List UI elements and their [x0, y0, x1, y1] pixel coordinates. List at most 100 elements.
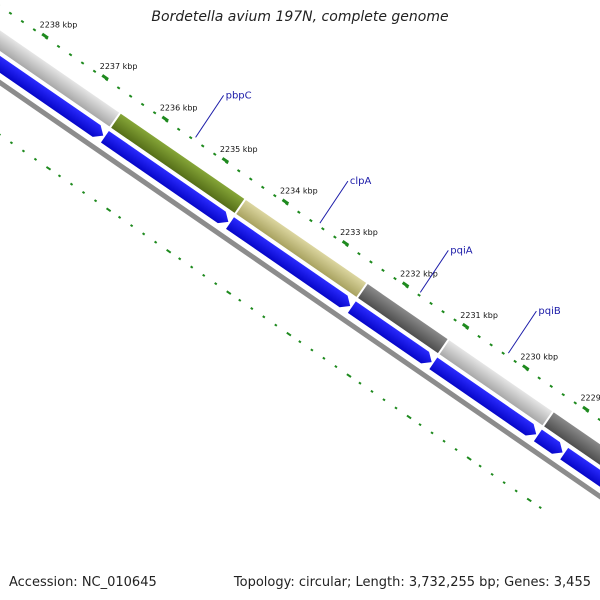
ruler-dot: [418, 423, 422, 427]
ruler-dot: [236, 169, 241, 173]
gene-label-pqiB: pqiB: [538, 306, 560, 317]
cds-arrow: [429, 357, 537, 436]
ruler-dot: [117, 215, 122, 219]
ruler-dot: [310, 348, 314, 352]
ruler-dot: [152, 111, 157, 115]
ruler-dot: [453, 318, 457, 322]
ruler-dot: [369, 260, 373, 264]
cds-arrow: [560, 447, 600, 500]
tick-mark: [101, 74, 109, 81]
ruler-dot: [358, 381, 362, 385]
accession-text: Accession: NC_010645: [9, 575, 157, 590]
gene-segment-pqiA: [358, 284, 448, 354]
ruler-dot: [260, 185, 265, 190]
ruler-dot: [286, 331, 292, 337]
gene-segment-pqiB: [439, 340, 553, 426]
ruler-dot: [178, 257, 182, 261]
ruler-dot: [273, 193, 277, 198]
tick-label: 2237 kbp: [100, 62, 138, 71]
ruler-dot: [154, 240, 158, 244]
ruler-dot: [8, 11, 13, 15]
ruler-dot: [81, 190, 86, 195]
tick-label: 2231 kbp: [460, 311, 498, 320]
ruler-dot: [406, 414, 412, 420]
ruler-dot: [466, 456, 472, 461]
tick-mark: [221, 157, 230, 164]
gene-segment-pbpC: [111, 113, 245, 213]
tick-label: 2235 kbp: [220, 145, 258, 154]
gene-segment: [0, 0, 120, 127]
ruler-dot: [80, 61, 85, 65]
tick-mark: [582, 405, 590, 413]
gene-label-clpA: clpA: [350, 176, 372, 187]
ruler-dot: [514, 489, 518, 493]
ruler-dot: [238, 298, 242, 302]
tick-mark: [41, 32, 49, 40]
ruler-dot: [57, 174, 62, 178]
ruler-dot: [537, 376, 541, 380]
ruler-dot: [92, 69, 97, 73]
ruler-dot: [477, 334, 481, 339]
tick-mark: [461, 322, 470, 330]
ruler-dot: [322, 356, 326, 360]
tick-label: 2230 kbp: [520, 352, 558, 361]
ruler-dot: [200, 144, 205, 148]
tick-mark: [281, 198, 290, 205]
cds-arrow: [0, 3, 104, 137]
gene-label-pqiA: pqiA: [450, 245, 472, 256]
ruler-dot: [297, 210, 301, 214]
ruler-dot: [20, 19, 25, 24]
gene-label-pbpC: pbpC: [226, 90, 252, 101]
ruler-dot: [56, 44, 61, 49]
ruler-dot: [176, 127, 181, 132]
ruler-dot: [9, 141, 14, 145]
ruler-dot: [370, 389, 374, 393]
map-title: Bordetella avium 197N, complete genome: [151, 9, 449, 25]
ruler-dot: [597, 417, 600, 422]
ruler-dot: [429, 301, 433, 306]
gene-leader-line: [419, 250, 449, 293]
ruler-dot: [68, 53, 73, 57]
ruler-dot: [105, 207, 112, 213]
gene-segment: [544, 412, 600, 489]
ruler-dot: [140, 102, 145, 107]
ruler-dot: [489, 343, 493, 347]
ruler-dot: [202, 273, 206, 277]
ruler-dot: [214, 282, 218, 286]
ruler-dot: [130, 224, 134, 228]
cds-arrow: [347, 301, 432, 364]
tick-label: 2234 kbp: [280, 186, 318, 195]
ruler-dot: [490, 472, 494, 476]
ruler-dot: [381, 268, 385, 272]
tick-mark: [341, 239, 350, 247]
tick-label: 2229 kbp: [580, 394, 600, 403]
ruler-dot: [573, 401, 578, 405]
tick-label: 2233 kbp: [340, 228, 378, 237]
ruler-dot: [262, 315, 266, 319]
ruler-dot: [248, 177, 253, 181]
ruler-dot: [298, 340, 302, 344]
ruler-dot: [166, 248, 172, 254]
ruler-dot: [538, 505, 542, 510]
ruler-dot: [561, 392, 566, 397]
ruler-dot: [513, 359, 517, 364]
tick-mark: [522, 364, 530, 371]
ruler-dot: [45, 166, 52, 171]
ruler-dot: [334, 365, 338, 369]
cds-arrow: [226, 217, 351, 308]
tick-label: 2238 kbp: [40, 21, 78, 30]
ruler-dot: [526, 497, 532, 503]
ruler-dot: [393, 276, 397, 281]
gene-leader-line: [195, 95, 225, 138]
ruler-dot: [226, 290, 232, 295]
ruler-dot: [212, 152, 217, 156]
ruler-dot: [357, 252, 361, 256]
ruler-dot: [190, 265, 194, 269]
ruler-dot: [93, 199, 98, 203]
ruler-dot: [394, 406, 398, 410]
ruler-dot: [309, 218, 313, 223]
ruler-dot: [502, 481, 506, 485]
ruler-dot: [69, 182, 74, 186]
cds-arrow: [533, 429, 563, 454]
